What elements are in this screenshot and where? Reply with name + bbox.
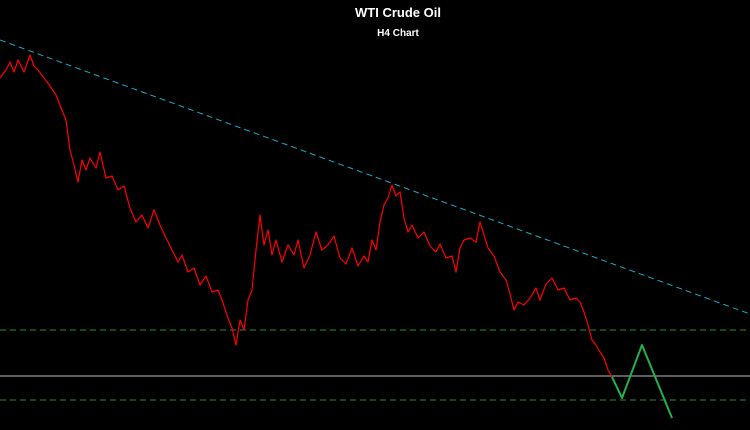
trendline-0 [0, 39, 750, 315]
chart-subtitle: H4 Chart [377, 28, 419, 39]
lines-layer [0, 39, 750, 401]
series-price-line [0, 54, 613, 378]
series-layer [0, 54, 673, 419]
chart-title: WTI Crude Oil [355, 5, 441, 20]
series-forecast-line [611, 344, 673, 419]
